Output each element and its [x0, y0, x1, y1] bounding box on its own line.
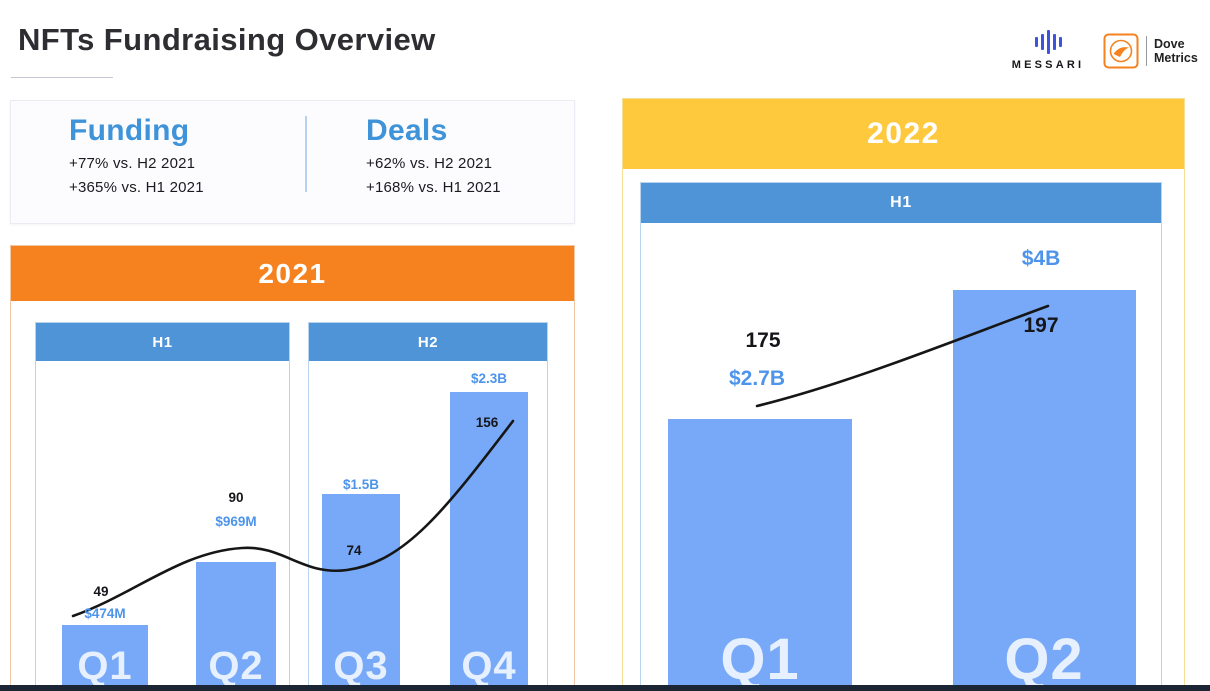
axis-label-2022-q2: Q2	[1004, 627, 1084, 691]
funding-stats-title: Funding	[69, 114, 190, 147]
stats-divider	[305, 116, 307, 192]
deals-label-2021-q1: 49	[93, 584, 109, 599]
funding-label-2021-q3: $1.5B	[342, 477, 380, 492]
funding-vs-h1: +365% vs. H1 2021	[69, 179, 204, 196]
axis-label-2022-q1: Q1	[720, 627, 800, 691]
deals-stats-title: Deals	[366, 114, 448, 147]
funding-label-2022-q1: $2.7B	[728, 367, 786, 390]
bar-2021-q4-funding	[450, 392, 528, 686]
axis-label-2021-q1: Q1	[77, 644, 133, 688]
funding-stats-column: Funding +77% vs. H2 2021 +365% vs. H1 20…	[69, 114, 204, 196]
axis-label-2021-q3: Q3	[333, 644, 389, 688]
dove-wordmark-line2: Metrics	[1154, 51, 1198, 65]
h1-2022-header: H1	[641, 183, 1161, 223]
messari-bars-icon	[1001, 29, 1095, 55]
deals-label-2022-q2: 197	[1023, 314, 1059, 337]
deals-label-2021-q2: 90	[228, 490, 244, 505]
h1-2021-header: H1	[36, 323, 289, 361]
bar-2021-q1-funding	[62, 625, 148, 686]
axis-label-2021-q2: Q2	[208, 644, 264, 688]
deals-label-2022-q1: 175	[745, 329, 781, 352]
year-2021-header: 2021	[11, 246, 574, 301]
panel-2022-h1: H1	[640, 182, 1162, 691]
dove-bird-icon	[1103, 33, 1139, 69]
deals-vs-h2: +62% vs. H2 2021	[366, 155, 493, 172]
dove-wordmark: Dove Metrics	[1154, 37, 1198, 66]
messari-logo: MESSARI	[1001, 29, 1095, 71]
deals-vs-h1: +168% vs. H1 2021	[366, 179, 501, 196]
page-title: NFTs Fundraising Overview	[18, 22, 436, 57]
region-2022: 2022	[622, 98, 1185, 691]
panel-2021-h2: H2	[308, 322, 548, 691]
year-2022-header: 2022	[623, 99, 1184, 169]
funding-label-2022-q2: $4B	[1021, 247, 1061, 270]
deals-label-2021-q3: 74	[346, 543, 362, 558]
messari-wordmark: MESSARI	[1011, 59, 1085, 71]
bar-2022-q1-funding	[668, 419, 852, 686]
funding-label-2021-q2: $969M	[215, 514, 257, 529]
funding-label-2021-q4: $2.3B	[470, 371, 508, 386]
dove-wordmark-line1: Dove	[1154, 36, 1185, 51]
region-2021: 2021	[10, 245, 575, 691]
h2-2021-header: H2	[309, 323, 547, 361]
funding-label-2021-q1: $474M	[84, 606, 126, 621]
slide-bottom-edge	[0, 685, 1210, 691]
deals-label-2021-q4: 156	[475, 415, 499, 430]
dove-metrics-logo: Dove Metrics	[1103, 33, 1198, 69]
title-underline	[11, 77, 113, 78]
funding-vs-h2: +77% vs. H2 2021	[69, 155, 196, 172]
axis-label-2021-q4: Q4	[461, 644, 517, 688]
deals-stats-column: Deals +62% vs. H2 2021 +168% vs. H1 2021	[366, 114, 501, 196]
summary-stats-box: Funding +77% vs. H2 2021 +365% vs. H1 20…	[10, 100, 575, 224]
dove-logo-divider	[1146, 36, 1147, 66]
